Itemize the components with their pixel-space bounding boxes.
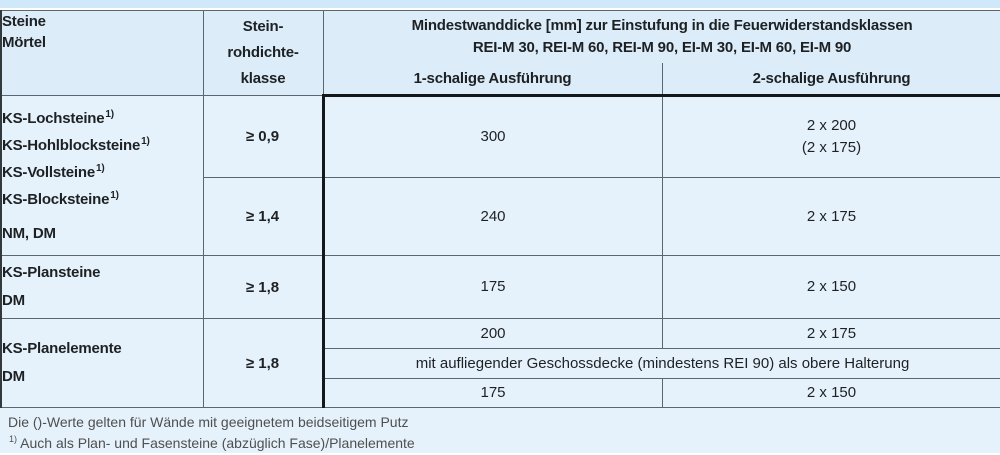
footnote-marker: 1): [110, 189, 119, 201]
cell-double-shell-value: 2 x 150: [661, 378, 1000, 408]
header-title-line2: REI-M 30, REI-M 60, REI-M 90, EI-M 30, E…: [472, 38, 852, 56]
stone-ks-lochsteine: KS-Lochsteine1): [2, 105, 203, 132]
cell-group1-stones: KS-Lochsteine1) KS-Hohlblocksteine1) KS-…: [0, 95, 204, 256]
row-group1-density-09: KS-Lochsteine1) KS-Hohlblocksteine1) KS-…: [0, 95, 1000, 256]
table-footnotes: Die ()-Werte gelten für Wände mit geeign…: [0, 408, 1000, 453]
cell-density: ≥ 1,4: [202, 177, 324, 256]
row-ks-plansteine: KS-Plansteine DM ≥ 1,8 175 2 x 150: [0, 255, 1000, 319]
row-ks-planelemente-2: 175 2 x 150: [1, 378, 1000, 408]
cell-density: ≥ 0,9: [202, 95, 324, 178]
stone-label: KS-Blocksteine: [2, 190, 110, 208]
cell-group2-name: KS-Plansteine DM: [0, 255, 204, 319]
header-steine-moertel: Steine Mörtel: [0, 10, 204, 96]
stone-ks-vollsteine: KS-Vollsteine1): [2, 159, 203, 186]
cell-single-shell-value: 175: [321, 255, 663, 319]
top-accent-strip: [0, 0, 1000, 8]
cell-geschossdecke-note: mit aufliegender Geschossdecke (mindeste…: [321, 348, 1000, 379]
footnote-1-text: Auch als Plan- und Fasensteine (abzüglic…: [20, 435, 415, 451]
stone-label: KS-Hohlblocksteine: [2, 136, 141, 154]
footnote-1: 1) Auch als Plan- und Fasensteine (abzüg…: [8, 433, 992, 454]
cell-density: ≥ 1,8: [202, 318, 324, 408]
cell-single-shell-value: 240: [321, 177, 663, 256]
footnote-marker: 1): [105, 108, 114, 120]
row-ks-planelemente-1: KS-Planelemente DM ≥ 1,8 200 2 x 175: [0, 318, 1000, 408]
fire-resistance-table: Steine Mörtel Stein- rohdichte- klasse M…: [0, 10, 1000, 408]
row-group1-density-14: ≥ 1,4 240 2 x 175: [1, 177, 1000, 256]
footnote-marker: 1): [95, 162, 105, 174]
cell-double-shell-value: 2 x 200 (2 x 175): [661, 95, 1000, 178]
cell-group3-name: KS-Planelemente DM: [0, 318, 204, 408]
footnote-marker: 1): [141, 135, 150, 147]
cell-double-shell-value: 2 x 175: [661, 318, 1000, 349]
header-1-schalig: 1-schalige Ausführung: [322, 62, 663, 97]
stone-ks-hohlblocksteine: KS-Hohlblocksteine1): [2, 132, 203, 159]
header-rohdichteklasse: Stein- rohdichte- klasse: [202, 10, 324, 96]
header-title-line1: Mindestwanddicke [mm] zur Einstufung in …: [411, 16, 913, 34]
stone-label: KS-Vollsteine: [2, 163, 95, 181]
header-row-main: Steine Mörtel Stein- rohdichte- klasse M…: [0, 10, 1000, 96]
row-ks-planelemente-note: mit aufliegender Geschossdecke (mindeste…: [1, 348, 1000, 379]
stone-ks-blocksteine: KS-Blocksteine1): [2, 186, 203, 213]
footnote-marker: 1): [9, 434, 18, 445]
cell-single-shell-value: 175: [321, 378, 663, 408]
cell-density: ≥ 1,8: [202, 255, 324, 319]
header-mindestwanddicke: Mindestwanddicke [mm] zur Einstufung in …: [322, 10, 1000, 63]
header-row-sub: 1-schalige Ausführung 2-schalige Ausführ…: [1, 62, 1000, 97]
cell-double-shell-value: 2 x 175: [661, 177, 1000, 256]
cell-single-shell-value: 200: [321, 318, 663, 349]
mortar-label: NM, DM: [2, 224, 56, 242]
spacer: [2, 213, 203, 220]
stone-label: KS-Lochsteine: [2, 109, 105, 127]
cell-double-shell-value: 2 x 150: [661, 255, 1000, 319]
footnote-putz: Die ()-Werte gelten für Wände mit geeign…: [8, 414, 409, 430]
header-2-schalig: 2-schalige Ausführung: [661, 62, 1000, 97]
cell-single-shell-value: 300: [321, 95, 663, 178]
